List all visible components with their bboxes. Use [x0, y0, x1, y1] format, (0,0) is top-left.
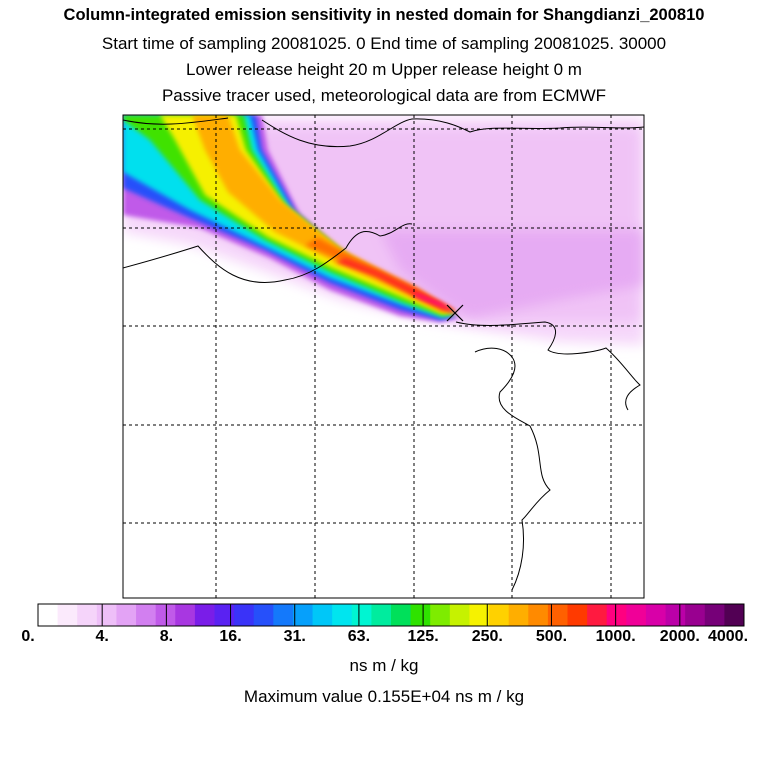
release-height-line: Lower release height 20 m Upper release …: [186, 60, 582, 79]
colorbar-swatch: [567, 604, 588, 626]
colorbar-swatch: [175, 604, 196, 626]
colorbar-swatch: [273, 604, 294, 626]
colorbar-swatch: [469, 604, 490, 626]
units-label: ns m / kg: [349, 656, 419, 675]
colorbar-swatch: [371, 604, 392, 626]
colorbar-tick-label: 63.: [347, 628, 371, 645]
colorbar-swatch: [528, 604, 549, 626]
colorbar-swatch: [234, 604, 255, 626]
tracer-info-line: Passive tracer used, meteorological data…: [161, 86, 607, 105]
colorbar-swatch: [626, 604, 647, 626]
colorbar-swatch: [351, 604, 372, 626]
colorbar-tick-label: 31.: [283, 628, 306, 645]
colorbar-tick-label: 1000.: [595, 628, 636, 645]
colorbar-swatch: [214, 604, 235, 626]
colorbar-swatch: [253, 604, 274, 626]
colorbar-swatch: [449, 604, 470, 626]
plot-title: Column-integrated emission sensitivity i…: [63, 6, 705, 24]
sensitivity-field: [123, 115, 644, 598]
colorbar-swatch: [292, 604, 314, 626]
colorbar-tick-label: 0.: [21, 628, 35, 645]
colorbar-swatch: [645, 604, 667, 626]
colorbar-tick-label: 500.: [535, 628, 568, 645]
colorbar-swatch: [38, 604, 59, 626]
colorbar-tick-label: 250.: [471, 628, 503, 645]
colorbar-swatch: [391, 604, 412, 626]
colorbar-swatch: [96, 604, 117, 626]
colorbar: [37, 603, 745, 627]
colorbar-tick-label: 4000.: [707, 628, 749, 645]
plume-layer-orange: [192, 115, 455, 312]
colorbar-swatch: [430, 604, 451, 626]
coastline-north: [123, 117, 644, 148]
colorbar-swatch: [685, 604, 706, 626]
colorbar-tick-label: 16.: [219, 628, 242, 645]
colorbar-swatch: [547, 604, 568, 626]
colorbar-swatch: [489, 604, 510, 626]
colorbar-swatch: [332, 604, 353, 626]
colorbar-tick-label: 2000.: [659, 628, 700, 645]
colorbar-swatch: [57, 604, 78, 626]
x-marker-icon: [446, 304, 464, 322]
colorbar-swatch: [155, 604, 176, 626]
graticule: [123, 115, 644, 598]
colorbar-swatch: [508, 604, 529, 626]
colorbar-swatch: [724, 604, 745, 626]
colorbar-swatch: [606, 604, 627, 626]
max-value-label: Maximum value 0.155E+04 ns m / kg: [243, 687, 525, 706]
map-frame: [122, 114, 645, 599]
colorbar-swatch: [665, 604, 686, 626]
colorbar-swatch: [194, 604, 215, 626]
colorbar-frame: [37, 603, 745, 627]
coastline-south: [123, 223, 413, 283]
colorbar-tick-label: 4.: [95, 628, 109, 645]
colorbar-swatch: [136, 604, 157, 626]
sampling-time-line: Start time of sampling 20081025. 0 End t…: [101, 34, 667, 53]
colorbar-tick-label: 8.: [159, 628, 174, 645]
colorbar-swatch: [116, 604, 137, 626]
colorbar-swatch: [77, 604, 98, 626]
colorbar-swatch: [704, 604, 725, 626]
map-panel: [122, 114, 645, 599]
colorbar-tick-label: 125.: [407, 628, 439, 645]
colorbar-swatch: [587, 604, 608, 626]
colorbar-swatch: [410, 604, 431, 626]
colorbar-swatch: [312, 604, 333, 626]
plume-layer-magenta: [412, 294, 456, 312]
coastline-east: [455, 321, 641, 411]
